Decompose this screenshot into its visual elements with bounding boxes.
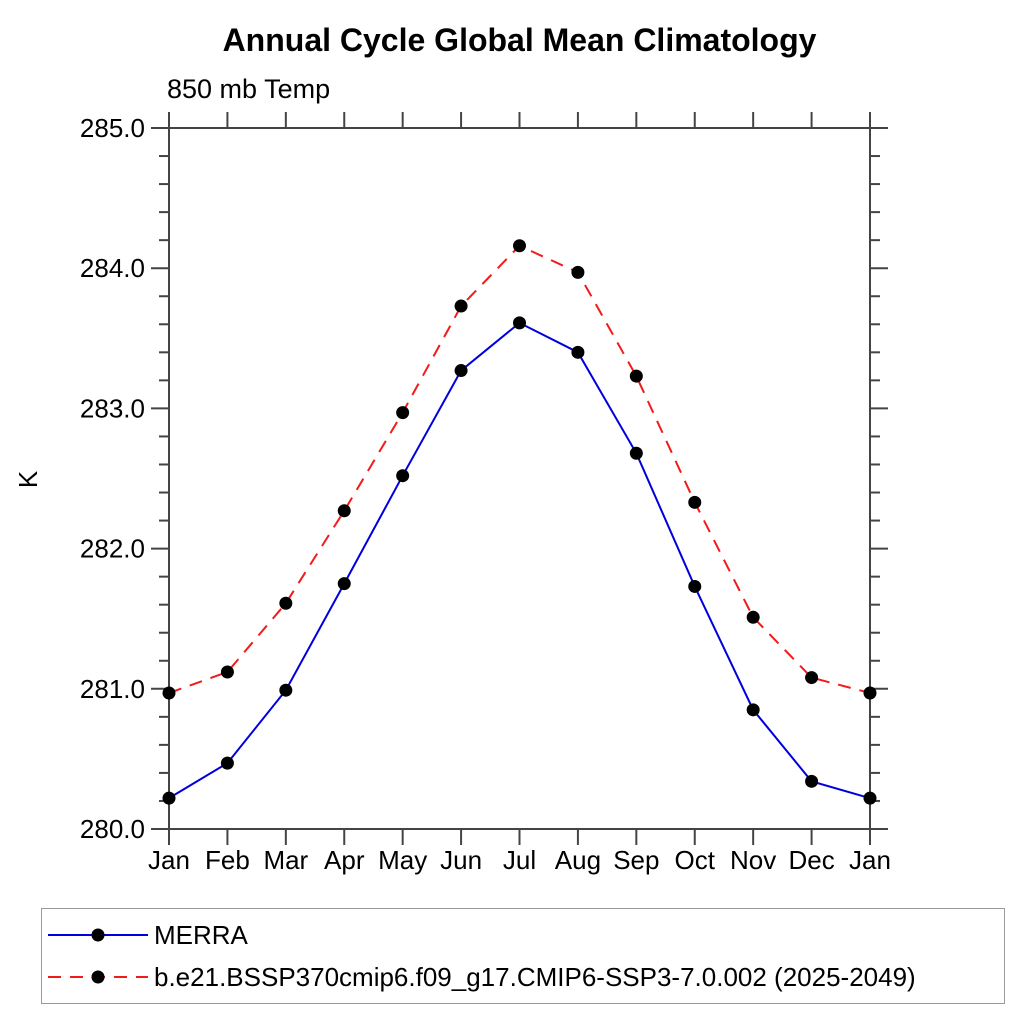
chart-subtitle: 850 mb Temp [167, 74, 331, 104]
data-point-marker [513, 239, 526, 253]
data-point-marker [688, 495, 702, 509]
x-axis-tick-label: Oct [675, 845, 716, 875]
data-point-marker [629, 446, 643, 460]
y-axis-tick-label: 282.0 [80, 534, 145, 564]
data-point-marker [396, 406, 410, 420]
x-axis-tick-label: Jan [148, 845, 190, 875]
data-point-marker [337, 504, 351, 518]
data-point-marker [629, 369, 643, 383]
y-axis-tick-label: 285.0 [80, 113, 145, 143]
x-axis-tick-label: Nov [730, 845, 776, 875]
data-point-marker [162, 686, 176, 700]
legend-label: MERRA [154, 920, 248, 950]
x-axis-tick-label: May [378, 845, 427, 875]
x-axis-tick-label: Aug [555, 845, 601, 875]
data-point-marker [454, 364, 468, 378]
x-axis-tick-label: Jun [440, 845, 482, 875]
data-point-marker [571, 265, 585, 279]
x-axis-tick-label: Sep [613, 845, 659, 875]
data-point-marker [162, 791, 176, 805]
legend-label: b.e21.BSSP370cmip6.f09_g17.CMIP6-SSP3-7.… [154, 962, 916, 992]
data-point-marker [396, 469, 410, 483]
data-point-marker [688, 579, 702, 593]
series-line-0 [168, 321, 871, 800]
x-axis-tick-label: Jan [849, 845, 891, 875]
x-axis-tick-label: Apr [324, 845, 365, 875]
series-line-1 [168, 244, 871, 694]
chart-title: Annual Cycle Global Mean Climatology [222, 22, 817, 58]
x-axis-tick-label: Dec [788, 845, 834, 875]
data-point-marker [220, 756, 234, 770]
legend-line-sample-dashed [48, 970, 148, 984]
data-point-marker [513, 316, 526, 330]
data-point-marker [746, 610, 760, 624]
legend-item-model: b.e21.BSSP370cmip6.f09_g17.CMIP6-SSP3-7.… [42, 960, 1004, 994]
data-point-marker [805, 671, 819, 685]
x-axis-tick-label: Feb [205, 845, 250, 875]
data-point-marker [863, 686, 877, 700]
data-point-marker [337, 577, 351, 591]
legend-box: MERRA b.e21.BSSP370cmip6.f09_g17.CMIP6-S… [41, 908, 1005, 1004]
data-point-marker [454, 299, 468, 313]
legend-line-sample-solid [48, 928, 148, 942]
x-axis-tick-label: Jul [503, 845, 536, 875]
x-axis-tick-label: Mar [263, 845, 308, 875]
data-point-marker [279, 596, 293, 610]
legend-marker-dot-icon [91, 928, 105, 942]
data-point-marker [863, 791, 877, 805]
y-axis-tick-label: 283.0 [80, 393, 145, 423]
legend-marker-dot-icon [91, 970, 105, 984]
y-axis-tick-label: 281.0 [80, 674, 145, 704]
data-point-marker [805, 774, 819, 788]
y-axis-tick-label: 284.0 [80, 253, 145, 283]
y-axis-tick-label: 280.0 [80, 814, 145, 844]
data-point-marker [571, 345, 585, 359]
data-point-marker [746, 703, 760, 717]
legend-item-merra: MERRA [42, 918, 1004, 952]
data-point-marker [279, 683, 293, 697]
data-point-marker [220, 665, 234, 679]
